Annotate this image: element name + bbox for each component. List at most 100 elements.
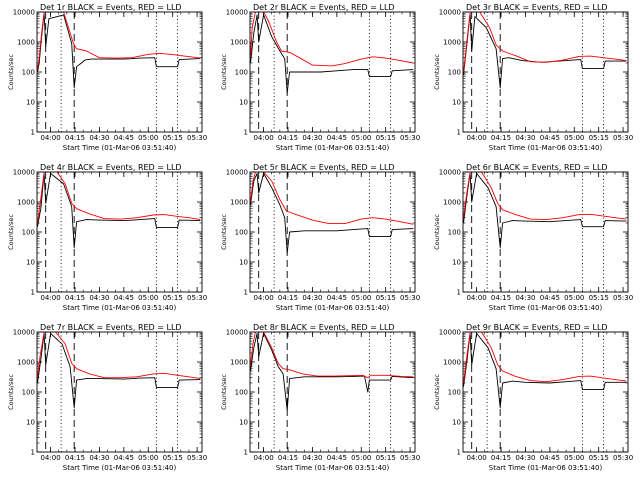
y-tick-label: 100 [448,69,461,77]
x-tick-label: 04:45 [114,454,134,462]
y-tick-label: 1 [457,129,461,137]
y-tick-label: 1000 [230,199,248,207]
plot-frame [36,171,203,293]
plot-frame [462,171,629,293]
x-axis-label: Start Time (01-Mar-06 03:51:40) [489,464,603,472]
x-tick-label: 04:15 [491,134,511,142]
y-tick-label: 100 [448,229,461,237]
x-tick-label: 04:15 [491,294,511,302]
plot-frame [249,331,416,453]
x-tick-label: 04:45 [114,134,134,142]
y-tick-label: 10000 [13,329,35,337]
x-tick-label: 05:00 [564,134,584,142]
y-tick-label: 1 [31,289,35,297]
events-series-line [37,332,201,409]
x-tick-label: 05:30 [613,294,633,302]
lld-series-line [463,332,627,384]
plot-frame [249,171,416,293]
y-tick-label: 1 [31,129,35,137]
detector-panel: Det 2r BLACK = Events, RED = LLD Counts/s… [220,3,420,152]
x-tick-label: 04:15 [491,454,511,462]
plot-frame [462,11,629,133]
x-tick-label: 04:15 [65,134,85,142]
panel-title: Det 6r BLACK = Events, RED = LLD [466,163,608,172]
x-tick-label: 04:15 [278,134,298,142]
detector-panel: Det 6r BLACK = Events, RED = LLD Counts/s… [433,163,633,312]
y-tick-label: 10 [452,419,461,427]
lld-series-line [37,12,201,70]
y-tick-label: 10 [239,259,248,267]
x-tick-label: 05:15 [589,294,609,302]
panel-title: Det 7r BLACK = Events, RED = LLD [40,323,182,332]
y-tick-label: 100 [235,69,248,77]
y-tick-label: 10000 [439,169,461,177]
lld-series-line [250,172,414,225]
x-tick-label: 05:15 [589,454,609,462]
y-tick-label: 1000 [17,199,35,207]
x-tick-label: 04:00 [253,454,273,462]
panel-title: Det 1r BLACK = Events, RED = LLD [40,3,182,12]
y-axis-label: Counts/sec [220,54,228,90]
y-tick-label: 10000 [226,169,248,177]
lld-series-line [463,12,627,73]
x-tick-label: 04:45 [327,294,347,302]
x-tick-label: 05:15 [376,134,396,142]
y-tick-label: 100 [22,69,35,77]
y-tick-label: 1 [244,129,248,137]
panel-title: Det 8r BLACK = Events, RED = LLD [253,323,395,332]
y-tick-label: 10000 [13,9,35,17]
events-series-line [37,172,201,249]
x-tick-label: 05:15 [376,294,396,302]
y-tick-label: 10000 [439,9,461,17]
x-tick-label: 05:15 [589,134,609,142]
y-tick-label: 10 [452,259,461,267]
y-tick-label: 10 [26,419,35,427]
events-series-line [250,332,414,411]
y-axis-label: Counts/sec [7,214,15,250]
x-tick-label: 05:00 [351,294,371,302]
x-tick-label: 05:00 [138,454,158,462]
x-tick-label: 05:00 [564,294,584,302]
panel-title: Det 9r BLACK = Events, RED = LLD [466,323,608,332]
y-tick-label: 1 [31,449,35,457]
events-series-line [250,172,414,254]
events-series-line [463,12,627,89]
y-tick-label: 100 [448,389,461,397]
y-tick-label: 100 [235,229,248,237]
x-axis-label: Start Time (01-Mar-06 03:51:40) [63,464,177,472]
y-tick-label: 10000 [226,9,248,17]
plot-frame [462,331,629,453]
x-tick-label: 05:30 [400,294,420,302]
x-tick-label: 04:45 [540,454,560,462]
x-tick-label: 04:30 [302,294,322,302]
x-tick-label: 05:00 [564,454,584,462]
x-axis-label: Start Time (01-Mar-06 03:51:40) [276,144,390,152]
x-tick-label: 05:00 [138,294,158,302]
x-tick-label: 05:15 [163,134,183,142]
y-axis-label: Counts/sec [433,54,441,90]
lld-series-line [250,332,414,379]
x-tick-label: 04:15 [65,454,85,462]
plot-frame [36,11,203,133]
x-tick-label: 04:00 [253,294,273,302]
x-tick-label: 04:45 [114,294,134,302]
x-axis-label: Start Time (01-Mar-06 03:51:40) [276,464,390,472]
y-tick-label: 10 [26,99,35,107]
detector-panel: Det 7r BLACK = Events, RED = LLD Counts/s… [7,323,207,472]
lld-series-line [463,172,627,221]
x-tick-label: 04:30 [302,134,322,142]
lld-series-line [37,172,201,224]
y-axis-label: Counts/sec [220,374,228,410]
detector-panel: Det 3r BLACK = Events, RED = LLD Counts/s… [433,3,633,152]
x-axis-label: Start Time (01-Mar-06 03:51:40) [489,304,603,312]
x-tick-label: 05:00 [351,454,371,462]
panel-title: Det 2r BLACK = Events, RED = LLD [253,3,395,12]
panel-title: Det 4r BLACK = Events, RED = LLD [40,163,182,172]
y-tick-label: 100 [22,389,35,397]
y-tick-label: 10 [239,419,248,427]
x-tick-label: 04:30 [89,134,109,142]
x-tick-label: 04:45 [327,454,347,462]
y-tick-label: 100 [22,229,35,237]
y-tick-label: 1000 [443,359,461,367]
x-axis-label: Start Time (01-Mar-06 03:51:40) [489,144,603,152]
